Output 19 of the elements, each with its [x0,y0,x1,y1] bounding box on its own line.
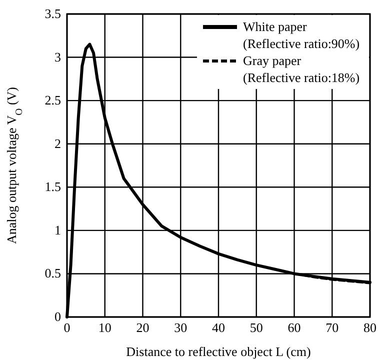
x-tick-label: 80 [364,320,376,335]
y-tick-label: 1 [54,222,61,238]
legend-label: White paper (Reflective ratio:90%) [243,19,360,51]
x-tick-label: 50 [250,320,263,335]
x-tick-label: 10 [98,320,112,335]
x-axis-title: Distance to reflective object L (cm) [126,344,311,359]
x-tick-label: 70 [326,320,339,335]
x-tick-label: 60 [288,320,301,335]
y-tick-label: 0.5 [44,266,61,281]
x-tick-label: 20 [136,320,150,335]
x-tick-label: 30 [174,320,188,335]
y-tick-label: 3.5 [44,6,61,21]
y-tick-label: 2.5 [44,92,61,108]
y-tick-label: 2 [54,136,61,151]
x-tick-label: 40 [212,320,225,335]
y-tick-label: 3 [54,49,61,64]
legend-label: Gray paper (Reflective ratio:18%) [243,53,360,85]
y-tick-label: 0 [54,309,61,324]
y-tick-label: 1.5 [44,179,61,194]
